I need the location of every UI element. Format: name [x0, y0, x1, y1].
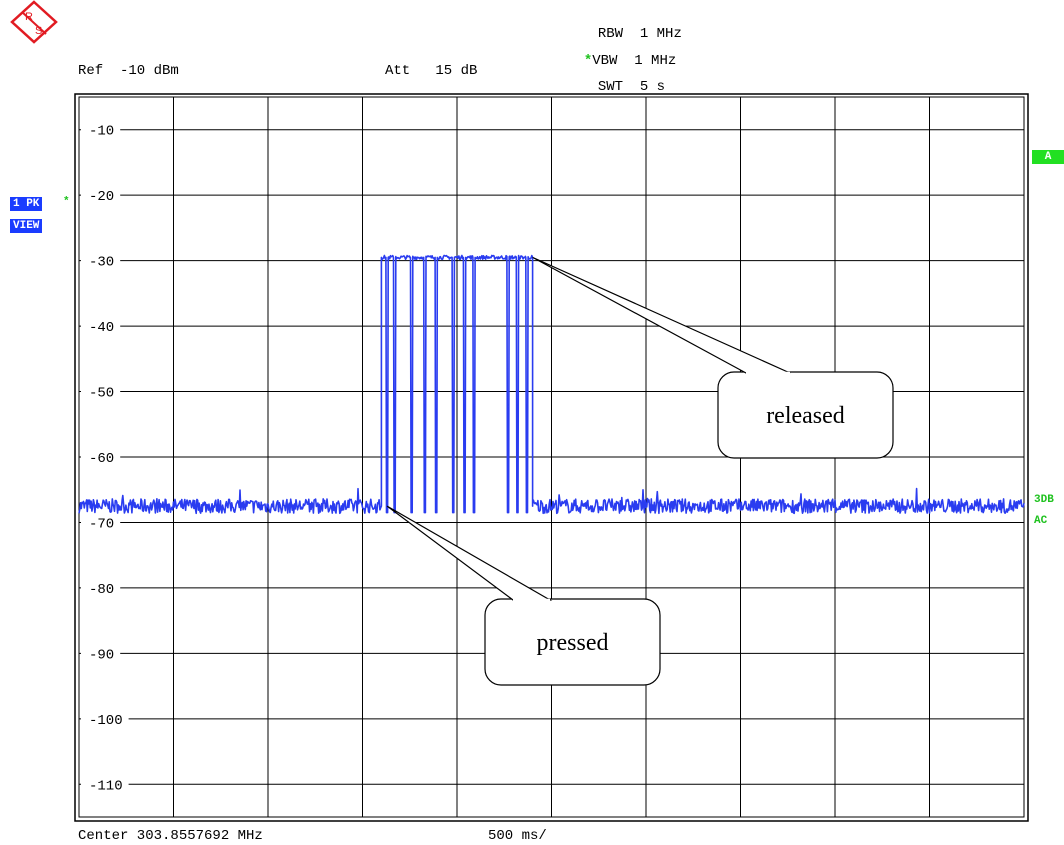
callouts-group: released pressed — [386, 256, 894, 686]
trace-line — [78, 254, 1025, 515]
pressed-callout-pointer — [386, 505, 553, 601]
y-tick-label: -50 — [89, 386, 114, 402]
released-callout-bubble — [717, 371, 894, 459]
detector-3db-label: 3DB — [1034, 494, 1054, 506]
rbw-label: RBW — [597, 26, 624, 42]
pressed-callout-bubble — [484, 598, 661, 686]
svg-text:R: R — [25, 11, 33, 23]
swt-label: SWT — [597, 79, 624, 95]
trace-badge-star: * — [63, 196, 70, 208]
y-tick-label: -40 — [89, 320, 114, 336]
y-tick-label-bg — [81, 186, 121, 205]
released-callout-pointer — [532, 256, 791, 374]
svg-text:S: S — [35, 25, 42, 37]
y-tick-label: -30 — [89, 255, 114, 271]
released-callout-label: released — [766, 403, 845, 429]
coupling-ac-label: AC — [1034, 515, 1048, 527]
vbw-label: VBW — [592, 53, 618, 69]
y-tick-label-bg — [81, 251, 121, 270]
y-tick-label: -100 — [89, 713, 123, 729]
y-tick-labels: -10 -20 -30 -40 -50 -60 -70 -80 -90 -100 -110 — [81, 120, 129, 794]
screen-a-badge: A — [1032, 150, 1064, 164]
time-per-division-readout: 500 ms/ — [488, 828, 547, 844]
y-tick-label: -10 — [89, 124, 114, 140]
ref-level-readout: Ref -10 dBm — [78, 63, 179, 79]
y-tick-label-bg — [81, 775, 129, 794]
sweep-time-readout: SWT 5 s — [581, 63, 665, 95]
swt-value: 5 s — [639, 79, 666, 95]
y-tick-label-bg — [81, 120, 121, 139]
vbw-star: * — [583, 53, 593, 69]
y-tick-label: -60 — [89, 451, 114, 467]
y-tick-label: -110 — [89, 778, 123, 794]
trace-group — [78, 254, 1025, 515]
y-tick-label-bg — [81, 382, 121, 401]
center-frequency-readout: Center 303.8557692 MHz — [78, 828, 263, 844]
y-tick-label: -20 — [89, 189, 114, 205]
plot-frame-outer — [74, 93, 1029, 822]
y-tick-label: -80 — [89, 582, 114, 598]
y-tick-label-bg — [81, 709, 129, 728]
trace-view-badge: VIEW — [10, 219, 43, 233]
y-tick-label: -90 — [89, 647, 114, 663]
y-tick-label-bg — [81, 644, 121, 663]
rohde-schwarz-logo: R S — [10, 0, 58, 44]
pressed-callout-label: pressed — [537, 630, 609, 656]
y-tick-label-bg — [81, 448, 121, 466]
plot-grid — [79, 97, 1024, 817]
y-tick-label-bg — [81, 513, 121, 532]
rbw-value: 1 MHz — [639, 26, 682, 42]
y-tick-label: -70 — [89, 516, 114, 532]
vbw-readout: *VBW 1 MHz — [567, 37, 676, 69]
rbw-readout: RBW 1 MHz — [581, 10, 682, 42]
vbw-value: 1 MHz — [634, 53, 677, 69]
attenuation-readout: Att 15 dB — [385, 63, 478, 79]
y-tick-label-bg — [81, 317, 121, 336]
y-tick-label-bg — [81, 578, 121, 597]
trace-mode-badge: 1 PK — [10, 197, 43, 211]
